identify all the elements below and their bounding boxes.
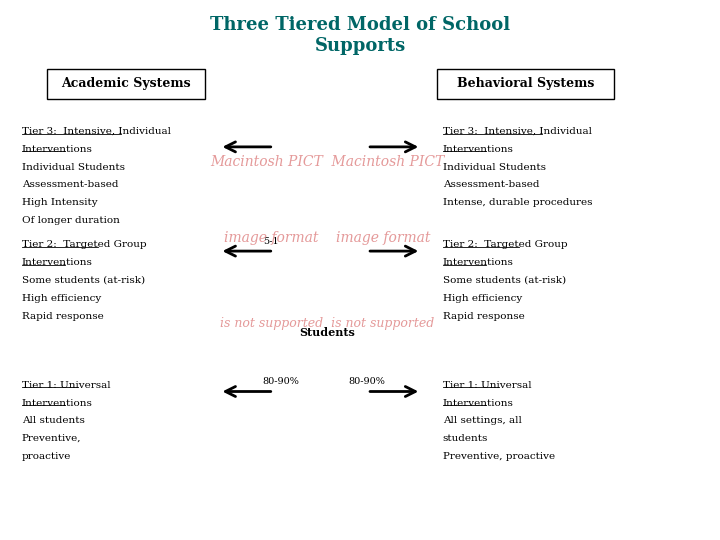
Text: High efficiency: High efficiency [443, 294, 522, 303]
Text: Interventions: Interventions [443, 399, 513, 408]
Text: image format    image format: image format image format [225, 231, 431, 245]
FancyBboxPatch shape [438, 69, 613, 98]
Text: Interventions: Interventions [22, 399, 92, 408]
Text: is not supported  is not supported: is not supported is not supported [220, 318, 435, 330]
Text: 5-1: 5-1 [263, 237, 279, 246]
Text: Intense, durable procedures: Intense, durable procedures [443, 198, 593, 207]
Text: Preventive, proactive: Preventive, proactive [443, 452, 555, 461]
Text: Of longer duration: Of longer duration [22, 216, 120, 225]
Text: Rapid response: Rapid response [443, 312, 525, 321]
Text: Individual Students: Individual Students [22, 163, 125, 172]
Text: Some students (at-risk): Some students (at-risk) [443, 276, 566, 285]
Text: Tier 3:  Intensive, Individual: Tier 3: Intensive, Individual [443, 127, 592, 136]
Text: students: students [443, 434, 488, 443]
Text: Tier 3:  Intensive, Individual: Tier 3: Intensive, Individual [22, 127, 171, 136]
Text: Tier 1: Universal: Tier 1: Universal [22, 381, 110, 390]
Text: Interventions: Interventions [22, 258, 92, 267]
FancyBboxPatch shape [47, 69, 205, 98]
Text: Interventions: Interventions [443, 258, 513, 267]
Text: Tier 2:  Targeted Group: Tier 2: Targeted Group [443, 240, 567, 249]
Text: Some students (at-risk): Some students (at-risk) [22, 276, 145, 285]
Text: Individual Students: Individual Students [443, 163, 546, 172]
Text: Interventions: Interventions [22, 145, 92, 154]
Text: High Intensity: High Intensity [22, 198, 97, 207]
Text: Behavioral Systems: Behavioral Systems [457, 77, 594, 90]
Text: High efficiency: High efficiency [22, 294, 101, 303]
Text: Assessment-based: Assessment-based [22, 180, 118, 190]
Text: All students: All students [22, 416, 84, 426]
Text: All settings, all: All settings, all [443, 416, 522, 426]
Text: proactive: proactive [22, 452, 71, 461]
Text: Tier 2:  Targeted Group: Tier 2: Targeted Group [22, 240, 146, 249]
Text: Academic Systems: Academic Systems [61, 77, 191, 90]
Text: Macintosh PICT  Macintosh PICT: Macintosh PICT Macintosh PICT [210, 155, 445, 169]
Text: Rapid response: Rapid response [22, 312, 104, 321]
Text: Students: Students [300, 327, 356, 338]
Text: 80-90%: 80-90% [263, 377, 300, 386]
Text: Tier 1: Universal: Tier 1: Universal [443, 381, 531, 390]
Text: Preventive,: Preventive, [22, 434, 81, 443]
Text: 80-90%: 80-90% [348, 377, 385, 386]
Text: Three Tiered Model of School
Supports: Three Tiered Model of School Supports [210, 16, 510, 55]
Text: Interventions: Interventions [443, 145, 513, 154]
Text: Assessment-based: Assessment-based [443, 180, 539, 190]
